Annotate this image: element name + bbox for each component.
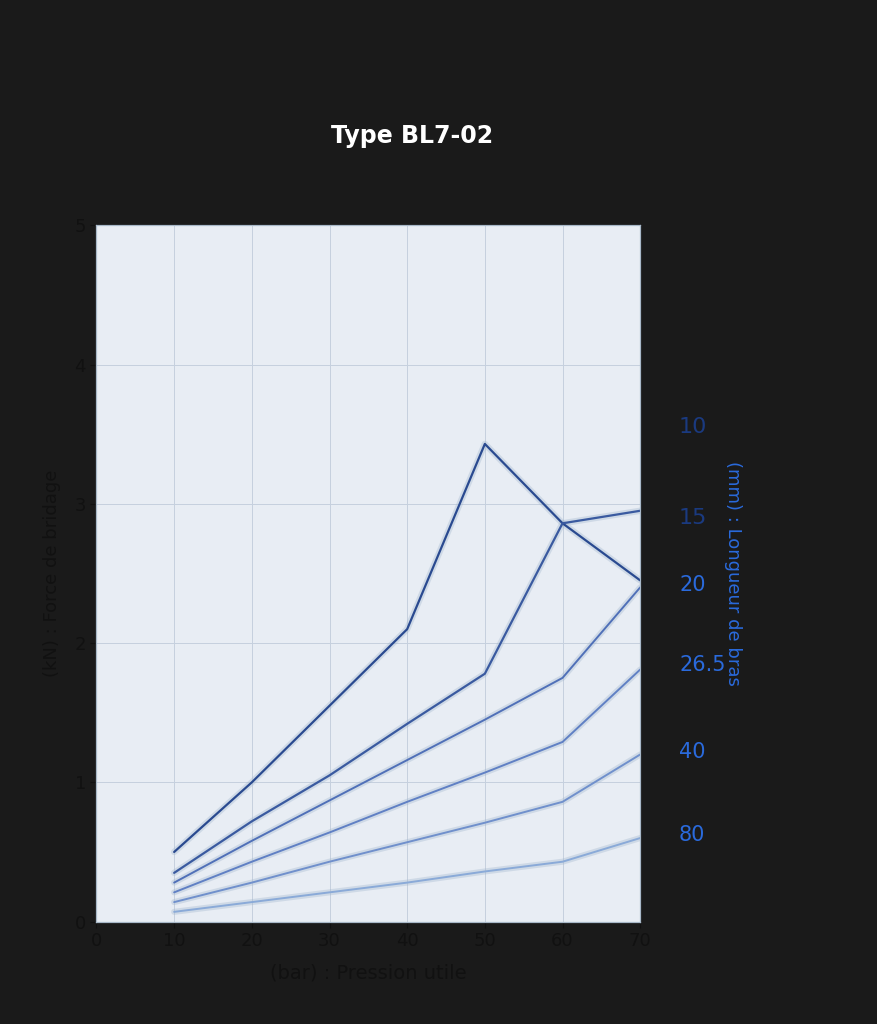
Y-axis label: (kN) : Force de bridage: (kN) : Force de bridage <box>43 470 61 677</box>
Text: 26.5: 26.5 <box>679 655 725 676</box>
Text: 40: 40 <box>679 741 706 762</box>
Text: 15: 15 <box>679 508 708 527</box>
Y-axis label: (mm) : Longueur de bras: (mm) : Longueur de bras <box>724 461 742 686</box>
X-axis label: (bar) : Pression utile: (bar) : Pression utile <box>270 964 467 983</box>
Text: 80: 80 <box>679 825 705 845</box>
Text: 10: 10 <box>679 417 708 437</box>
Text: Type BL7-02: Type BL7-02 <box>332 124 493 147</box>
Text: 20: 20 <box>679 574 706 595</box>
